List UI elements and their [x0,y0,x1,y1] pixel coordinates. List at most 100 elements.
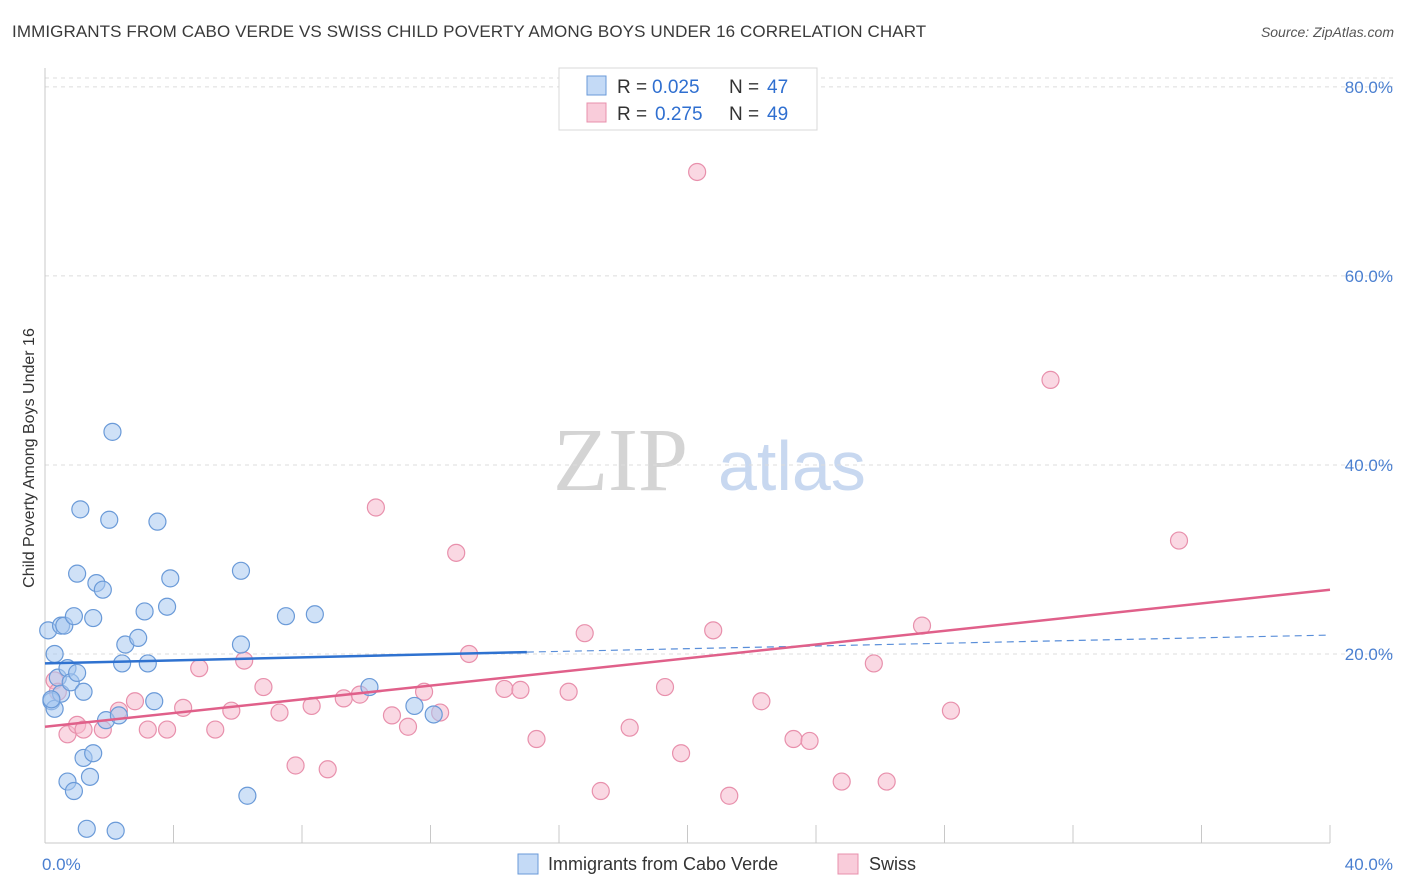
cabo-verde-point-23 [93,580,112,599]
swiss-point-33 [575,624,594,643]
trend-lines [44,588,1331,728]
swiss-point-27 [447,543,466,562]
bottom-legend-label-swiss: Swiss [869,854,916,874]
bottom-legend-swatch-cabo-verde [517,853,539,875]
swiss-point-11 [190,659,209,678]
cabo-verde-point-45 [424,705,443,724]
swiss-point-43 [800,731,819,751]
cabo-verde-point-44 [405,696,424,716]
cabo-verde-point-25 [100,510,119,529]
swiss-point-12 [206,720,225,739]
swiss-point-49 [1041,370,1060,389]
cabo-verde-point-15 [71,500,90,519]
axes [44,68,1331,844]
y-axis-title: Child Poverty Among Boys Under 16 [21,328,38,588]
swiss-point-17 [286,756,305,775]
cabo-verde-point-39 [231,635,251,654]
swiss-point-23 [382,706,402,725]
legend-box: R = 0.025 N = 47 R = 0.275 N = 49 [558,67,818,131]
cabo-verde-point-31 [129,628,148,648]
swiss-point-14 [235,651,254,670]
cabo-verde-point-27 [106,821,125,840]
cabo-verde-point-17 [74,682,93,701]
swiss-point-29 [495,679,514,699]
cabo-verde-point-41 [276,607,296,626]
cabo-verde-point-37 [161,569,180,588]
swiss-point-8 [138,720,157,739]
swiss-point-9 [157,720,177,739]
trend-line-cabo-verde [44,650,527,665]
legend-n-value-2: 49 [767,104,788,125]
cabo-verde-point-29 [112,654,132,673]
swiss-point-37 [671,744,691,763]
swiss-point-36 [655,677,675,697]
cabo-verde-point-12 [64,607,84,626]
y-tick-label-0: 20.0% [1345,645,1393,664]
cabo-verde-point-46 [42,690,61,709]
bottom-legend: Immigrants from Cabo Verde Swiss [517,853,916,875]
swiss-point-35 [620,718,639,737]
cabo-verde-point-26 [103,422,122,441]
legend-n-label-1: N = [729,77,759,98]
cabo-verde-point-34 [145,692,164,711]
cabo-verde-point-32 [135,602,154,621]
swiss-point-50 [1169,531,1189,550]
swiss-point-24 [398,717,418,736]
legend-r-value-2: 0.275 [655,104,703,125]
swiss-point-32 [559,682,578,701]
legend-swatch-swiss [586,102,607,123]
cabo-verde-point-21 [84,744,103,763]
trend-line-cabo-verde-extension [526,634,1331,653]
swiss-point-16 [270,703,289,722]
bottom-legend-swatch-swiss [837,853,859,875]
cabo-verde-point-14 [68,663,87,682]
swiss-point-22 [366,498,385,517]
swiss-point-39 [704,621,723,640]
y-tick-label-1: 40.0% [1345,456,1393,475]
swiss-point-46 [877,772,896,791]
legend-n-label-2: N = [729,104,759,125]
legend-n-value-1: 47 [767,77,788,98]
legend-r-value-1: 0.025 [652,77,700,98]
y-tick-label-3: 80.0% [1345,78,1393,97]
cabo-verde-point-13 [68,564,87,583]
swiss-point-38 [688,162,707,182]
series-cabo-verde [39,422,443,840]
cabo-verde-point-28 [109,706,128,725]
x-tick-label-0: 0.0% [42,855,81,874]
swiss-point-20 [334,689,353,708]
swiss-point-34 [591,781,610,801]
cabo-verde-point-38 [231,561,251,580]
cabo-verde-point-42 [305,605,324,624]
bottom-legend-label-cabo-verde: Immigrants from Cabo Verde [548,854,778,874]
legend-r-label-1: R = [617,77,647,98]
swiss-point-31 [527,729,546,749]
cabo-verde-point-2 [45,644,64,664]
swiss-point-44 [832,772,851,791]
chart-title: IMMIGRANTS FROM CABO VERDE VS SWISS CHIL… [12,22,927,41]
swiss-point-45 [864,654,883,673]
tick-labels: 20.0% 40.0% 60.0% 80.0% 0.0% 40.0% [42,78,1393,874]
cabo-verde-point-33 [138,654,157,673]
cabo-verde-point-19 [80,767,100,786]
cabo-verde-point-36 [157,597,177,616]
cabo-verde-point-18 [77,819,96,838]
swiss-point-48 [941,701,961,720]
swiss-point-40 [720,786,739,805]
swiss-point-4 [74,720,93,739]
cabo-verde-point-40 [238,786,257,805]
y-tick-label-2: 60.0% [1345,267,1393,286]
swiss-point-13 [222,701,241,720]
watermark-zip: ZIP [553,411,688,510]
cabo-verde-point-35 [148,512,167,531]
swiss-point-42 [784,729,803,749]
legend-swatch-cabo-verde [586,75,607,96]
x-tick-label-1: 40.0% [1345,855,1393,874]
swiss-point-7 [125,692,145,711]
source-label: Source: ZipAtlas.com [1260,24,1394,40]
watermark-atlas: atlas [718,427,866,505]
swiss-point-19 [318,760,337,779]
swiss-point-41 [752,692,771,711]
trend-line-swiss [44,588,1331,728]
